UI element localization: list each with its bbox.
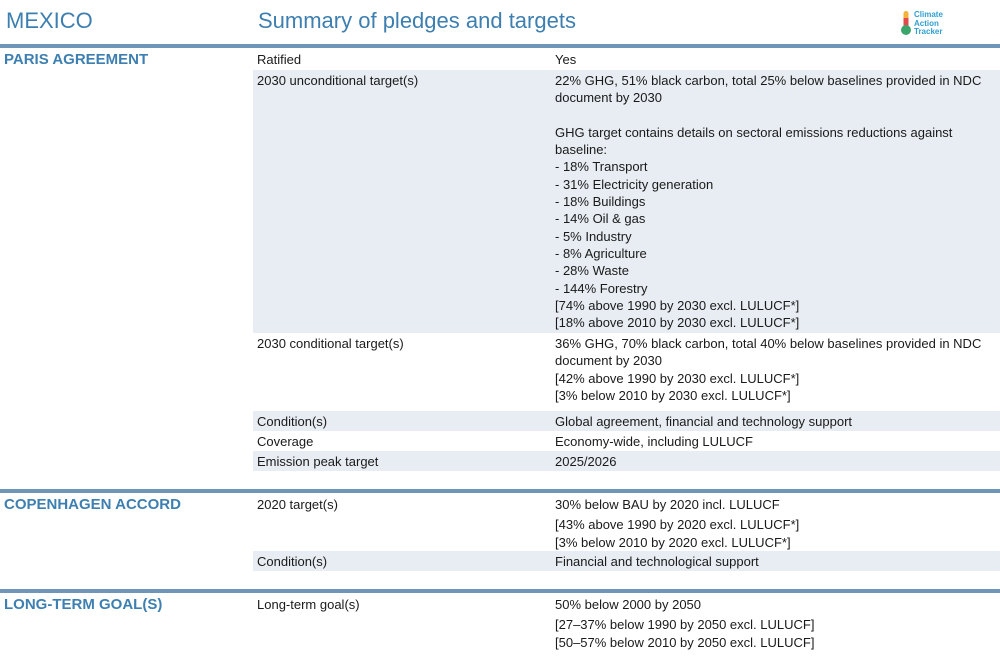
- section-paris-agreement: PARIS AGREEMENT Ratified Yes 2030 uncond…: [0, 44, 1000, 474]
- value-line: 50% below 2000 by 2050: [555, 597, 702, 612]
- thermometer-bulb-icon: [901, 11, 911, 35]
- value-line: 36% GHG, 70% black carbon, total 40% bel…: [555, 336, 982, 351]
- table-row-conditions: Condition(s) Global agreement, financial…: [253, 411, 1000, 431]
- row-label: Long-term goal(s): [257, 597, 360, 612]
- value-line: - 18% Buildings: [555, 194, 646, 210]
- row-value: Yes: [555, 51, 997, 68]
- value-line: Yes: [555, 52, 577, 67]
- value-line: - 14% Oil & gas: [555, 211, 646, 227]
- section-divider: [0, 489, 1000, 493]
- value-line: - 28% Waste: [555, 263, 629, 279]
- section-divider: [0, 44, 1000, 48]
- value-line: [50–57% below 2010 by 2050 excl. LULUCF]: [555, 634, 815, 650]
- row-label: Condition(s): [257, 414, 328, 429]
- value-line: [18% above 2010 by 2030 excl. LULUCF*]: [555, 315, 800, 331]
- value-line: document by 2030: [555, 90, 662, 106]
- logo-line: Tracker: [914, 27, 943, 36]
- value-line: [3% below 2010 by 2020 excl. LULUCF*]: [555, 534, 791, 550]
- section-divider: [0, 589, 1000, 593]
- row-label: 2020 target(s): [257, 497, 338, 512]
- table-row-long-term-goal: Long-term goal(s) 50% below 2000 by 2050…: [253, 594, 1000, 654]
- value-line: [74% above 1990 by 2030 excl. LULUCF*]: [555, 297, 800, 313]
- value-line: [43% above 1990 by 2020 excl. LULUCF*]: [555, 517, 800, 533]
- table-row-coverage: Coverage Economy-wide, including LULUCF: [253, 431, 1000, 451]
- row-value: Financial and technological support: [555, 553, 997, 570]
- row-value: 50% below 2000 by 2050 [27–37% below 199…: [555, 596, 997, 651]
- value-line: 22% GHG, 51% black carbon, total 25% bel…: [555, 73, 982, 88]
- row-value: Economy-wide, including LULUCF: [555, 433, 997, 450]
- page-header: MEXICO Summary of pledges and targets Cl…: [0, 0, 1000, 44]
- table-row-copenhagen-conditions: Condition(s) Financial and technological…: [253, 551, 1000, 571]
- value-line: - 8% Agriculture: [555, 245, 647, 261]
- value-line: 2025/2026: [555, 454, 617, 469]
- row-label: Ratified: [257, 52, 302, 67]
- row-value: 2025/2026: [555, 453, 997, 470]
- table-row-ratified: Ratified Yes: [253, 49, 1000, 69]
- value-line: - 5% Industry: [555, 228, 632, 244]
- row-label: Condition(s): [257, 554, 328, 569]
- country-name: MEXICO: [6, 8, 93, 33]
- value-line: [3% below 2010 by 2030 excl. LULUCF*]: [555, 387, 791, 403]
- logo-text: Climate Action Tracker: [914, 10, 943, 37]
- value-line: Global agreement, financial and technolo…: [555, 414, 853, 429]
- section-title: LONG-TERM GOAL(S): [4, 596, 163, 613]
- value-line: GHG target contains details on sectoral …: [555, 124, 953, 140]
- row-label: Coverage: [257, 434, 314, 449]
- table-row-unconditional-target: 2030 unconditional target(s) 22% GHG, 51…: [253, 70, 1000, 333]
- climate-action-tracker-logo: Climate Action Tracker: [898, 10, 958, 38]
- value-line: Economy-wide, including LULUCF: [555, 434, 753, 449]
- section-title: COPENHAGEN ACCORD: [4, 496, 181, 513]
- table-row-2020-target: 2020 target(s) 30% below BAU by 2020 inc…: [253, 494, 1000, 551]
- value-line: 30% below BAU by 2020 incl. LULUCF: [555, 497, 780, 512]
- table-row-emission-peak: Emission peak target 2025/2026: [253, 451, 1000, 471]
- value-line: document by 2030: [555, 353, 662, 369]
- row-label: Emission peak target: [257, 454, 379, 469]
- row-label: 2030 conditional target(s): [257, 336, 404, 351]
- section-long-term-goals: LONG-TERM GOAL(S) Long-term goal(s) 50% …: [0, 589, 1000, 656]
- value-line: Financial and technological support: [555, 554, 759, 569]
- logo-line: Climate: [914, 10, 943, 19]
- page-title: Summary of pledges and targets: [258, 8, 576, 33]
- row-value: 30% below BAU by 2020 incl. LULUCF [43% …: [555, 496, 997, 551]
- section-title: PARIS AGREEMENT: [4, 51, 149, 68]
- row-value: Global agreement, financial and technolo…: [555, 413, 997, 430]
- table-row-conditional-target: 2030 conditional target(s) 36% GHG, 70% …: [253, 333, 1000, 411]
- value-line: [42% above 1990 by 2030 excl. LULUCF*]: [555, 370, 800, 386]
- value-line: - 144% Forestry: [555, 280, 648, 296]
- row-label: 2030 unconditional target(s): [257, 73, 419, 88]
- value-line: baseline:: [555, 142, 608, 158]
- value-line: [27–37% below 1990 by 2050 excl. LULUCF]: [555, 617, 815, 633]
- row-value: 22% GHG, 51% black carbon, total 25% bel…: [555, 72, 997, 331]
- logo-line: Action: [914, 18, 939, 28]
- value-line: - 31% Electricity generation: [555, 176, 714, 192]
- value-line: - 18% Transport: [555, 159, 648, 175]
- section-copenhagen-accord: COPENHAGEN ACCORD 2020 target(s) 30% bel…: [0, 489, 1000, 574]
- value-line: [555, 107, 997, 124]
- row-value: 36% GHG, 70% black carbon, total 40% bel…: [555, 335, 997, 404]
